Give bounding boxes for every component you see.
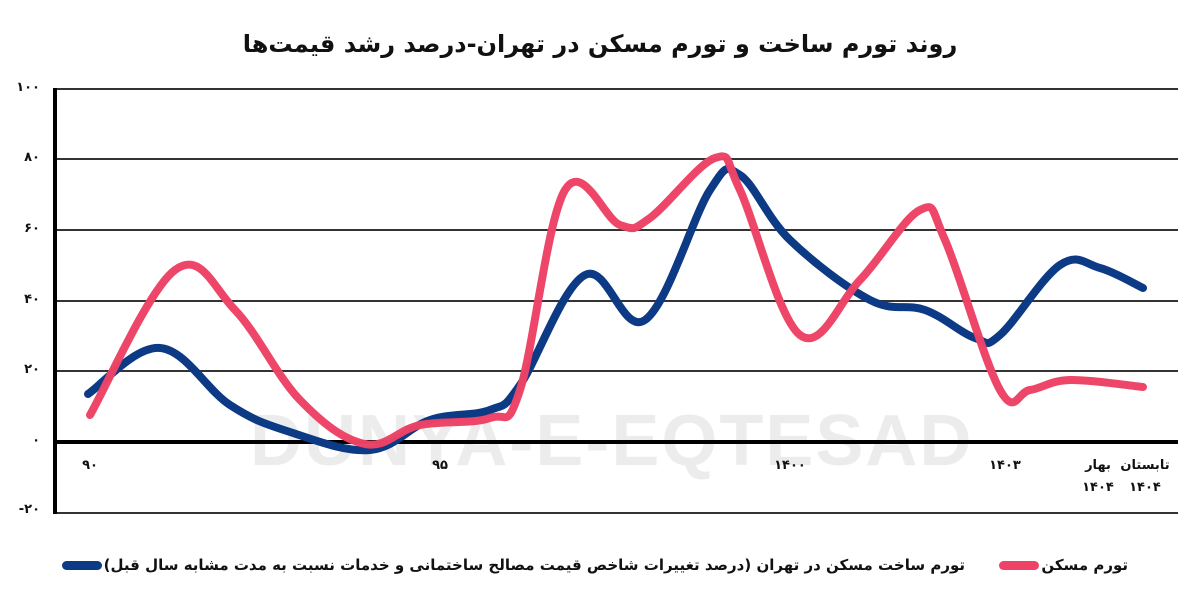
y-tick: ۰ — [32, 433, 40, 448]
x-tick: ۱۴۰۰ — [774, 458, 806, 473]
y-tick: ۶۰ — [24, 221, 40, 236]
legend: تورم مسکن تورم ساخت مسکن در تهران (درصد … — [0, 556, 1200, 582]
housing-swatch-icon — [999, 560, 1040, 570]
chart-title: روند تورم ساخت و تورم مسکن در تهران-درصد… — [242, 30, 958, 58]
y-tick: ۴۰ — [24, 292, 40, 307]
x-tick: ۱۴۰۳ — [989, 458, 1021, 473]
legend-item-housing: تورم مسکن — [997, 556, 1128, 574]
legend-item-construction: تورم ساخت مسکن در تهران (درصد تغییرات شا… — [60, 556, 965, 574]
x-tick: ۹۰ — [82, 458, 98, 473]
x-tick: تابستان ۱۴۰۴ — [1120, 458, 1170, 495]
x-tick: بهار ۱۴۰۴ — [1082, 458, 1114, 495]
construction-swatch-icon — [61, 560, 102, 570]
y-tick: ۸۰ — [24, 150, 40, 165]
x-tick: ۹۵ — [432, 458, 448, 473]
y-tick: ۱۰۰ — [16, 80, 40, 95]
construction-inflation-line — [84, 164, 1147, 455]
y-tick: ۲۰ — [24, 362, 40, 377]
legend-label-housing: تورم مسکن — [1041, 556, 1128, 574]
legend-label-construction: تورم ساخت مسکن در تهران (درصد تغییرات شا… — [103, 556, 965, 574]
housing-inflation-line — [86, 152, 1147, 449]
gridlines — [55, 88, 1178, 514]
y-tick: -۲۰ — [18, 502, 40, 517]
